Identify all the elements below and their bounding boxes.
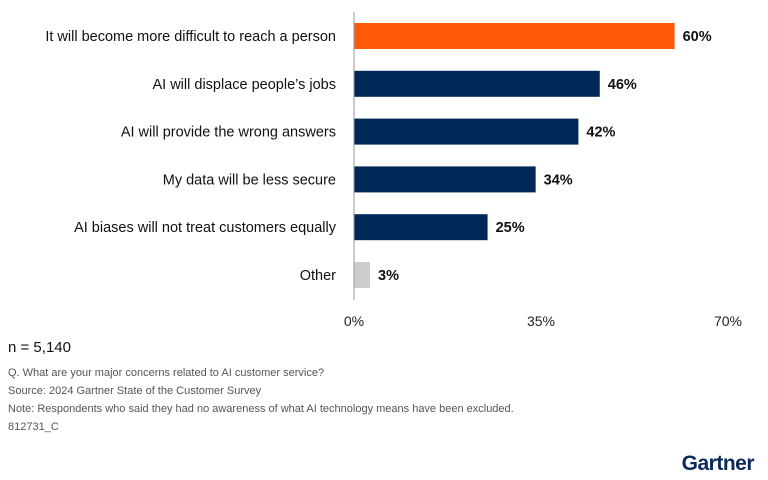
bar [354, 166, 536, 193]
value-label: 34% [544, 172, 573, 188]
category-label: AI will provide the wrong answers [121, 125, 336, 141]
x-tick-label: 35% [527, 313, 555, 329]
value-label: 3% [378, 268, 399, 284]
bar-chart: It will become more difficult to reach a… [45, 12, 742, 329]
figure-id: 812731_C [8, 421, 59, 433]
gartner-logo: Gartner [681, 452, 755, 475]
exclusion-note: Note: Respondents who said they had no a… [8, 403, 514, 415]
survey-question: Q. What are your major concerns related … [8, 367, 325, 379]
x-tick-label: 0% [344, 313, 364, 329]
bar [354, 214, 488, 241]
value-label: 46% [608, 77, 637, 93]
x-tick-label: 70% [714, 313, 742, 329]
value-label: 42% [586, 125, 615, 141]
bar [354, 23, 675, 49]
bar [354, 70, 600, 97]
value-label: 25% [496, 220, 525, 236]
source-note: Source: 2024 Gartner State of the Custom… [8, 385, 262, 397]
sample-size: n = 5,140 [8, 339, 71, 356]
category-label: Other [300, 268, 336, 284]
category-label: It will become more difficult to reach a… [45, 29, 336, 45]
bar [354, 118, 579, 145]
category-label: AI biases will not treat customers equal… [74, 220, 337, 236]
category-label: My data will be less secure [163, 172, 336, 188]
value-label: 60% [683, 29, 712, 45]
category-label: AI will displace people’s jobs [152, 77, 336, 93]
bar [354, 262, 371, 288]
